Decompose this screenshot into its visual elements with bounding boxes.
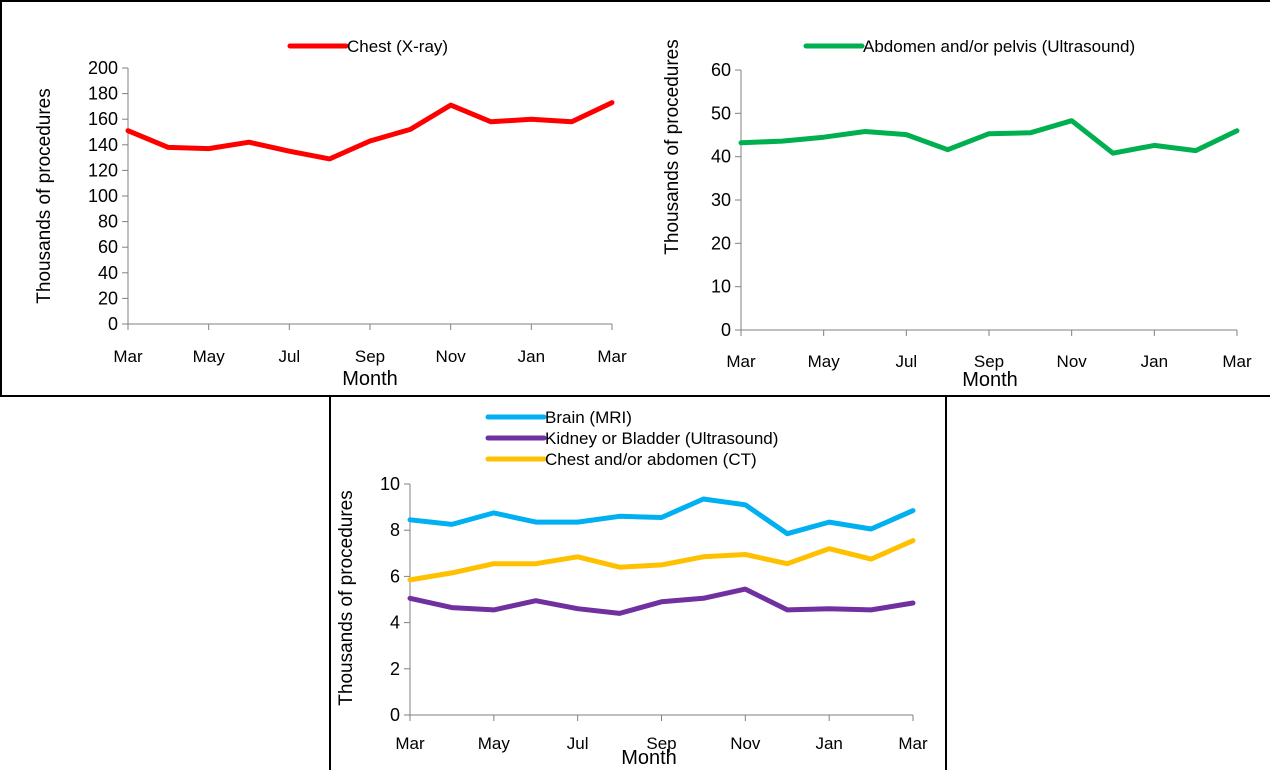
y-tick-label: 2 xyxy=(390,659,400,679)
y-tick-label: 50 xyxy=(711,103,731,123)
chart-panel-chest-xray xyxy=(0,0,648,397)
x-axis-title: Month xyxy=(621,747,677,769)
y-tick-label: 40 xyxy=(98,263,118,283)
x-tick-label: May xyxy=(478,734,511,753)
y-tick-label: 120 xyxy=(88,160,118,180)
x-tick-label: Nov xyxy=(1057,352,1088,371)
series-line xyxy=(407,538,916,583)
y-tick-label: 8 xyxy=(390,520,400,540)
x-tick-label: Sep xyxy=(974,352,1004,371)
legend-label: Chest and/or abdomen (CT) xyxy=(545,450,757,469)
x-tick-label: Jul xyxy=(278,347,300,366)
y-tick-label: 180 xyxy=(88,84,118,104)
x-tick-label: Jan xyxy=(1141,352,1168,371)
y-tick-label: 100 xyxy=(88,186,118,206)
y-axis-title: Thousands of procedures xyxy=(34,88,55,303)
y-tick-label: 10 xyxy=(380,474,400,494)
y-tick-label: 40 xyxy=(711,147,731,167)
x-tick-label: Jan xyxy=(815,734,842,753)
x-tick-label: Jan xyxy=(518,347,545,366)
legend-label: Abdomen and/or pelvis (Ultrasound) xyxy=(863,37,1135,56)
x-tick-label: Jul xyxy=(895,352,917,371)
x-tick-label: Nov xyxy=(730,734,761,753)
x-tick-label: May xyxy=(808,352,841,371)
x-axis-title: Month xyxy=(342,368,398,390)
x-tick-label: Mar xyxy=(597,347,627,366)
series-line xyxy=(407,496,916,537)
chart-panel-brain-kidney-ct xyxy=(329,395,947,770)
series-line xyxy=(738,118,1240,156)
x-tick-label: May xyxy=(193,347,226,366)
series-line xyxy=(407,586,916,616)
y-tick-label: 10 xyxy=(711,277,731,297)
x-tick-label: Sep xyxy=(646,734,676,753)
x-tick-label: Mar xyxy=(395,734,425,753)
y-tick-label: 30 xyxy=(711,190,731,210)
y-axis-title: Thousands of procedures xyxy=(336,490,357,705)
x-tick-label: Mar xyxy=(726,352,756,371)
y-tick-label: 80 xyxy=(98,212,118,232)
y-tick-label: 20 xyxy=(711,233,731,253)
legend-label: Brain (MRI) xyxy=(545,408,632,427)
x-tick-label: Nov xyxy=(436,347,467,366)
x-tick-label: Mar xyxy=(898,734,928,753)
y-axis-title: Thousands of procedures xyxy=(662,39,683,254)
y-tick-label: 140 xyxy=(88,135,118,155)
chart-panel-abdomen-ultrasound xyxy=(646,0,1270,397)
legend-label: Chest (X-ray) xyxy=(347,37,448,56)
x-tick-label: Mar xyxy=(113,347,143,366)
x-tick-label: Mar xyxy=(1222,352,1252,371)
x-tick-label: Jul xyxy=(567,734,589,753)
y-tick-label: 60 xyxy=(711,60,731,80)
x-tick-label: Sep xyxy=(355,347,385,366)
y-tick-label: 4 xyxy=(390,613,400,633)
x-axis-title: Month xyxy=(962,369,1018,391)
y-tick-label: 200 xyxy=(88,58,118,78)
y-tick-label: 0 xyxy=(390,705,400,725)
y-tick-label: 20 xyxy=(98,288,118,308)
y-tick-label: 6 xyxy=(390,566,400,586)
y-tick-label: 0 xyxy=(721,320,731,340)
y-tick-label: 60 xyxy=(98,237,118,257)
legend-label: Kidney or Bladder (Ultrasound) xyxy=(545,429,778,448)
series-line xyxy=(125,100,615,162)
y-tick-label: 160 xyxy=(88,109,118,129)
y-tick-label: 0 xyxy=(108,314,118,334)
